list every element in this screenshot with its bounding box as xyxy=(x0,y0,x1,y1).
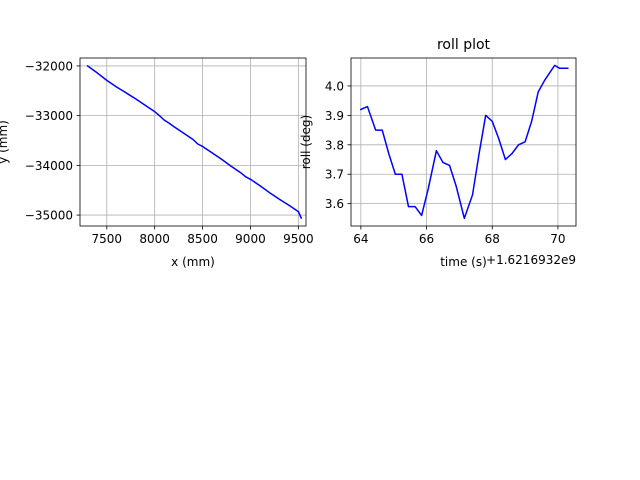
traj-y-tick-label: −32000 xyxy=(25,59,73,73)
roll-x-tick-label: 66 xyxy=(419,232,434,246)
traj-x-tick-label: 9500 xyxy=(283,232,314,246)
traj-x-tick-label: 7500 xyxy=(92,232,123,246)
roll-x-axis-label: time (s) xyxy=(440,255,487,269)
traj-y-tick-label: −33000 xyxy=(25,109,73,123)
roll-series-line xyxy=(359,64,569,220)
traj-x-axis-label: x (mm) xyxy=(171,255,215,269)
roll-chart-title: roll plot xyxy=(437,37,491,53)
traj-y-axis-label: y (mm) xyxy=(0,120,10,164)
traj-x-tick-label: 9000 xyxy=(235,232,266,246)
traj-series-line xyxy=(86,64,303,220)
traj-panel: 7500 8000 8500 9000 9500 −32000 −33000 −34000 −3… xyxy=(0,57,314,269)
roll-x-offset-label: +1.6216932e9 xyxy=(486,253,576,267)
roll-y-tick-label: 3.8 xyxy=(325,138,344,152)
traj-x-tick-label: 8500 xyxy=(187,232,218,246)
roll-y-tick-label: 3.7 xyxy=(325,168,344,182)
roll-y-tick-label: 4.0 xyxy=(325,79,344,93)
roll-y-tick-label: 3.6 xyxy=(325,197,344,211)
roll-x-tick-label: 64 xyxy=(353,232,368,246)
roll-panel: 64 66 68 70 3.6 3.7 3.8 3.9 4.0 time (s) roll (deg… xyxy=(299,37,577,269)
traj-y-tick-label: −35000 xyxy=(25,209,73,223)
roll-y-tick-label: 3.9 xyxy=(325,109,344,123)
traj-x-tick-label: 8000 xyxy=(139,232,170,246)
traj-axes-frame xyxy=(79,57,307,227)
roll-axes-frame xyxy=(350,57,577,227)
roll-x-tick-label: 70 xyxy=(550,232,565,246)
traj-y-tick-label: −34000 xyxy=(25,159,73,173)
roll-y-axis-label: roll (deg) xyxy=(299,115,313,169)
roll-x-tick-label: 68 xyxy=(485,232,500,246)
